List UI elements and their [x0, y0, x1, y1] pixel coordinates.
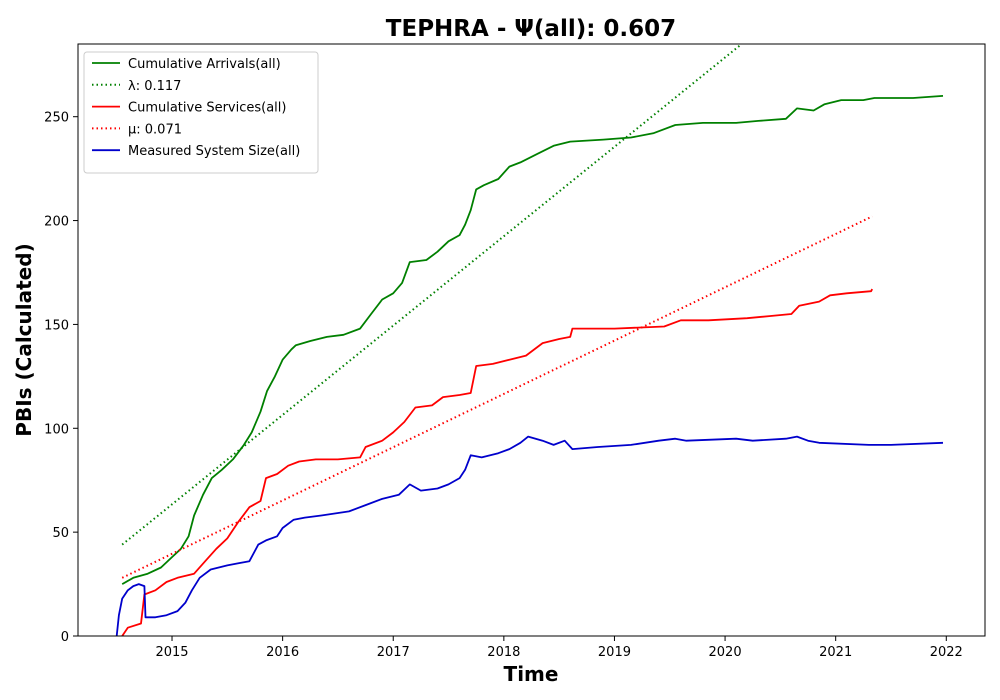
x-tick-label: 2016 [266, 645, 299, 660]
y-tick-label: 0 [61, 630, 69, 645]
legend-label: Cumulative Arrivals(all) [128, 57, 281, 72]
y-tick-label: 50 [52, 526, 69, 541]
x-tick-label: 2018 [487, 645, 520, 660]
plot-frame [77, 43, 986, 637]
series-line-3 [121, 288, 873, 636]
x-tick-label: 2022 [930, 645, 963, 660]
legend-label: Measured System Size(all) [128, 144, 300, 159]
y-tick-label: 150 [44, 318, 69, 333]
x-axis-title: Time [504, 662, 559, 686]
x-tick-label: 2017 [377, 645, 410, 660]
x-tick-label: 2019 [598, 645, 631, 660]
series-line-5 [115, 435, 944, 636]
legend-box [83, 51, 319, 174]
x-tick-label: 2015 [155, 645, 188, 660]
chart-title: TEPHRA - Ψ(all): 0.607 [386, 16, 676, 42]
series-layer [115, 44, 944, 636]
y-tick-label: 200 [44, 215, 69, 230]
x-tick-label: 2021 [819, 645, 852, 660]
x-tick-label: 2020 [709, 645, 742, 660]
legend: Cumulative Arrivals(all) λ: 0.117 Cumulati… [83, 51, 319, 174]
legend-label: λ: 0.117 [128, 79, 181, 94]
y-tick-label: 250 [44, 111, 69, 126]
legend-label: μ: 0.071 [128, 122, 182, 137]
y-axis: 0 50 100 150 200 250 [44, 111, 78, 645]
legend-label: Cumulative Services(all) [128, 101, 286, 116]
y-axis-title: PBIs (Calculated) [12, 243, 36, 436]
x-axis: 2015 2016 2017 2018 2019 2020 2021 2022 [155, 636, 963, 660]
series-line-4 [121, 215, 873, 579]
series-line-1 [121, 95, 944, 585]
y-tick-label: 100 [44, 422, 69, 437]
